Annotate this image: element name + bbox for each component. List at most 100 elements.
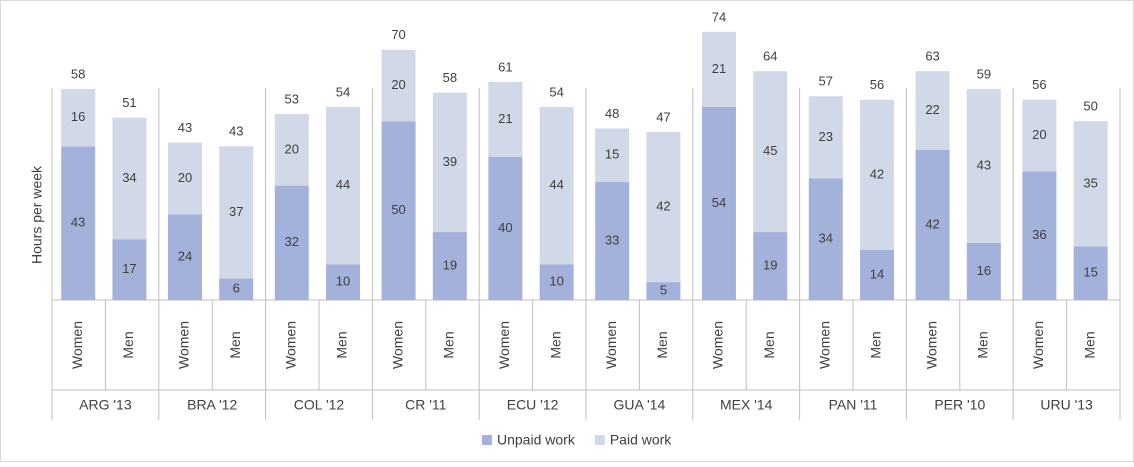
bar-segment	[915, 71, 950, 150]
value-label: 21	[498, 111, 512, 126]
bar-segment	[432, 92, 467, 233]
total-label: 56	[1032, 77, 1046, 92]
bar-segment	[595, 182, 630, 300]
bar-segment	[808, 178, 843, 300]
group-label: PER '10	[934, 397, 985, 413]
bar-segment	[701, 31, 736, 107]
total-label: 70	[391, 27, 405, 42]
value-label: 35	[1083, 175, 1097, 190]
bar-segment	[701, 106, 736, 300]
x-tick-label: Women	[816, 321, 832, 369]
value-label: 22	[925, 102, 939, 117]
bar-segment	[860, 249, 895, 300]
group-label: COL '12	[294, 397, 345, 413]
value-label: 20	[391, 77, 405, 92]
value-label: 45	[763, 143, 777, 158]
value-label: 15	[1083, 265, 1097, 280]
x-tick-label: Men	[120, 331, 136, 358]
value-label: 37	[229, 204, 243, 219]
value-label: 39	[443, 154, 457, 169]
value-label: 43	[977, 157, 991, 172]
group-label: CR '11	[405, 397, 447, 413]
bar-segment	[274, 185, 309, 300]
total-label: 56	[870, 77, 884, 92]
value-label: 14	[870, 266, 884, 281]
value-label: 5	[660, 283, 667, 298]
x-tick-label: Women	[710, 321, 726, 369]
total-label: 51	[122, 95, 136, 110]
total-label: 59	[977, 67, 991, 82]
value-label: 40	[498, 220, 512, 235]
value-label: 19	[763, 257, 777, 272]
total-label: 64	[763, 49, 777, 64]
total-label: 54	[336, 84, 350, 99]
x-tick-label: Men	[975, 331, 991, 358]
value-label: 19	[443, 257, 457, 272]
bar-segment	[1073, 246, 1108, 300]
total-label: 43	[178, 120, 192, 135]
value-label: 34	[819, 231, 833, 246]
x-tick-label: Men	[868, 331, 884, 358]
group-label: GUA '14	[614, 397, 666, 413]
x-tick-label: Women	[603, 321, 619, 369]
total-label: 54	[549, 84, 563, 99]
value-label: 6	[233, 281, 240, 296]
x-tick-label: Women	[69, 321, 85, 369]
value-label: 43	[71, 215, 85, 230]
total-label: 58	[443, 70, 457, 85]
value-label: 54	[712, 195, 726, 210]
x-tick-label: Men	[761, 331, 777, 358]
value-label: 33	[605, 232, 619, 247]
value-label: 10	[549, 274, 563, 289]
value-label: 16	[71, 109, 85, 124]
x-tick-label: Women	[176, 321, 192, 369]
x-tick-label: Men	[227, 331, 243, 358]
bar-segment	[860, 99, 895, 250]
x-tick-label: Women	[282, 321, 298, 369]
value-label: 20	[285, 141, 299, 156]
bar-segment	[1022, 171, 1057, 300]
bar-segment	[595, 128, 630, 183]
value-label: 34	[122, 170, 136, 185]
value-label: 20	[1032, 127, 1046, 142]
bar-segment	[1022, 99, 1057, 172]
bar-segment	[966, 89, 1001, 243]
x-tick-label: Men	[547, 331, 563, 358]
value-label: 44	[336, 177, 350, 192]
total-label: 61	[498, 59, 512, 74]
bar-segment	[112, 239, 147, 300]
bar-segment	[915, 149, 950, 300]
group-label: MEX '14	[720, 397, 773, 413]
legend-label: Paid work	[610, 432, 672, 448]
bar-segment	[539, 106, 574, 265]
value-label: 42	[925, 216, 939, 231]
bar-segment	[61, 89, 96, 147]
x-tick-label: Women	[496, 321, 512, 369]
bar-segment	[167, 142, 202, 215]
group-label: URU '13	[1040, 397, 1093, 413]
value-label: 20	[178, 170, 192, 185]
x-tick-label: Women	[923, 321, 939, 369]
x-tick-label: Men	[334, 331, 350, 358]
total-label: 58	[71, 67, 85, 82]
bar-segment	[646, 282, 681, 300]
bar-segment	[808, 96, 843, 179]
y-axis-label: Hours per week	[29, 165, 45, 264]
bar-segment	[381, 49, 416, 122]
x-tick-label: Men	[654, 331, 670, 358]
value-label: 10	[336, 274, 350, 289]
value-label: 21	[712, 61, 726, 76]
bar-segment	[61, 146, 96, 300]
value-label: 17	[122, 261, 136, 276]
bar-segment	[1073, 121, 1108, 247]
bar-segment	[274, 114, 309, 186]
bar-segment	[219, 278, 254, 300]
total-label: 43	[229, 124, 243, 139]
bar-segment	[219, 146, 254, 279]
total-label: 74	[712, 9, 726, 24]
legend-swatch	[594, 435, 605, 445]
total-label: 63	[925, 49, 939, 64]
bar-segment	[488, 157, 523, 300]
value-label: 16	[977, 263, 991, 278]
